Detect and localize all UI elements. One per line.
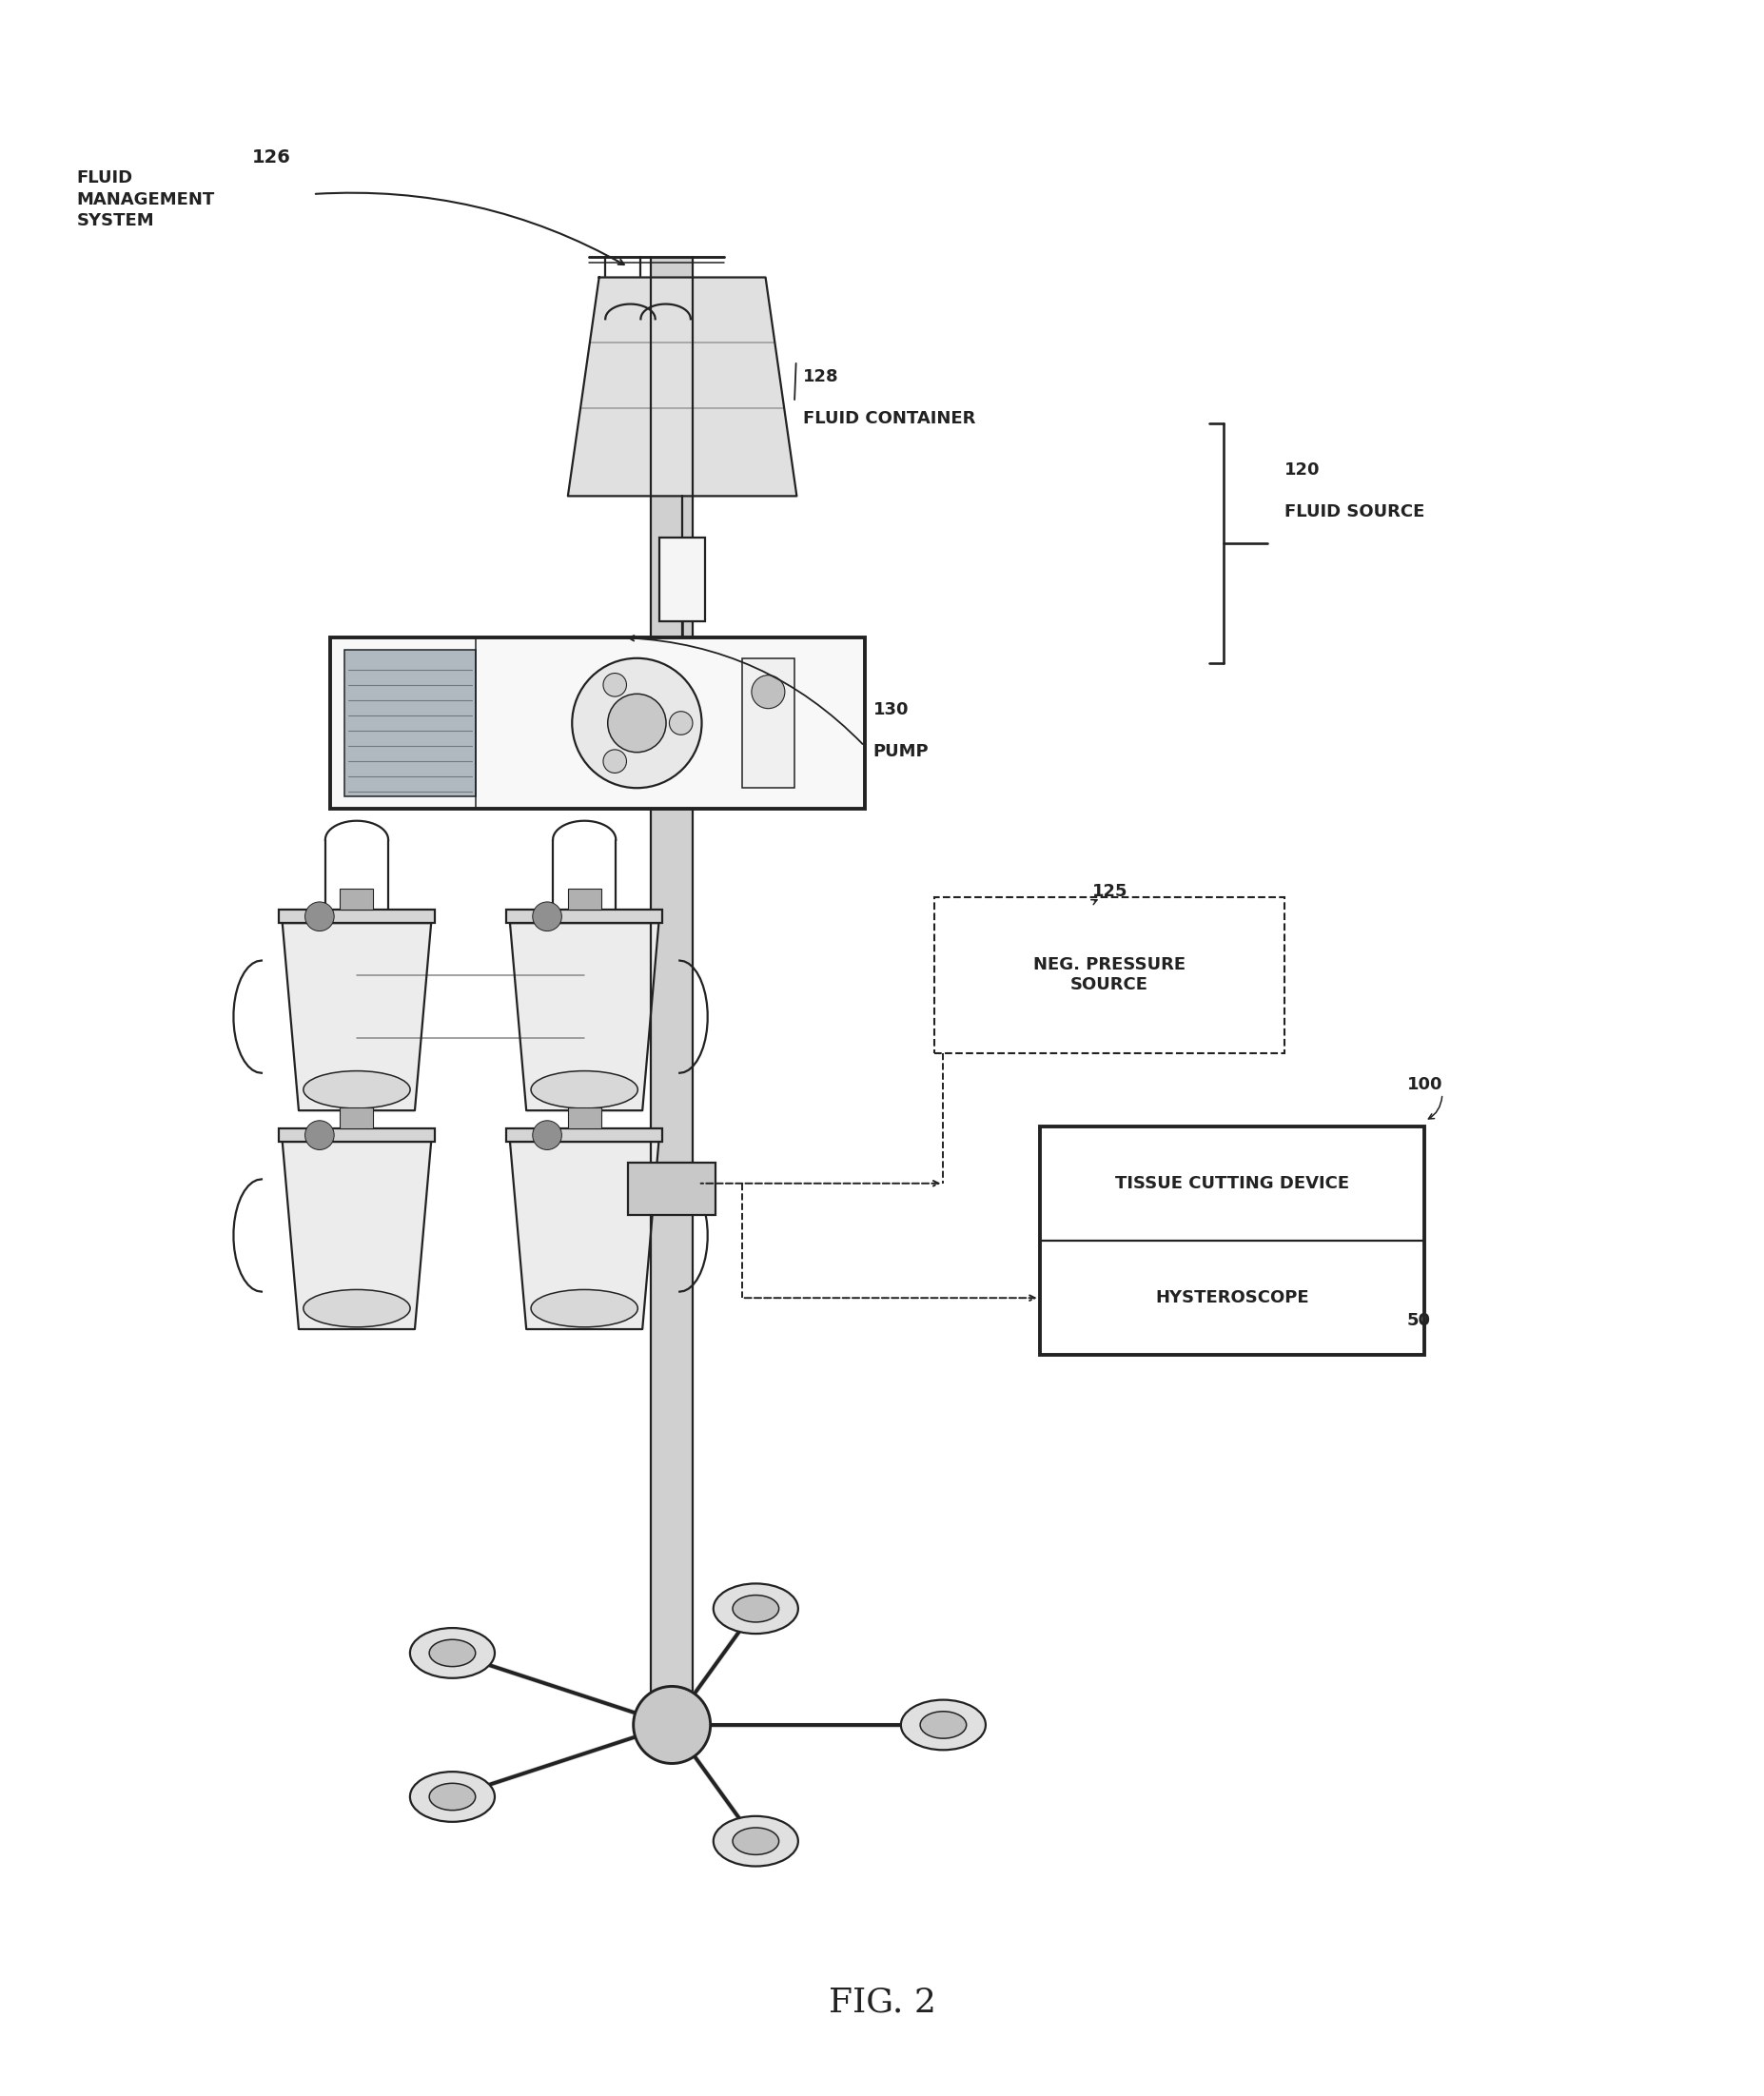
Text: 120: 120 <box>1284 461 1321 480</box>
Ellipse shape <box>531 1289 639 1327</box>
Polygon shape <box>568 277 797 497</box>
Circle shape <box>751 675 785 708</box>
Circle shape <box>572 658 702 788</box>
Polygon shape <box>282 922 430 1111</box>
Ellipse shape <box>303 1289 411 1327</box>
Circle shape <box>533 1121 561 1151</box>
Bar <box>935 897 1284 1052</box>
Ellipse shape <box>921 1712 967 1738</box>
Ellipse shape <box>713 1815 797 1865</box>
Circle shape <box>609 694 667 752</box>
Ellipse shape <box>732 1595 780 1622</box>
Circle shape <box>305 1121 333 1151</box>
Bar <box>568 1109 602 1128</box>
Bar <box>344 650 476 796</box>
Polygon shape <box>510 922 658 1111</box>
Ellipse shape <box>713 1585 797 1633</box>
Text: HYSTEROSCOPE: HYSTEROSCOPE <box>1155 1289 1309 1306</box>
Bar <box>330 637 864 809</box>
Circle shape <box>603 673 626 696</box>
Bar <box>628 1163 716 1214</box>
Bar <box>660 539 706 620</box>
Bar <box>506 910 663 922</box>
Ellipse shape <box>429 1784 476 1811</box>
Circle shape <box>533 901 561 931</box>
Ellipse shape <box>409 1771 494 1821</box>
Circle shape <box>669 711 693 736</box>
Polygon shape <box>510 1142 658 1329</box>
Text: FLUID CONTAINER: FLUID CONTAINER <box>803 411 975 428</box>
Text: 50: 50 <box>1408 1312 1431 1329</box>
Bar <box>651 256 693 1715</box>
Ellipse shape <box>409 1629 494 1679</box>
Ellipse shape <box>531 1071 639 1109</box>
Bar <box>340 889 374 910</box>
Bar <box>506 1128 663 1142</box>
Text: 126: 126 <box>252 149 291 166</box>
Circle shape <box>633 1687 711 1763</box>
Bar <box>743 658 794 788</box>
Ellipse shape <box>303 1071 411 1109</box>
Bar <box>279 910 436 922</box>
Bar <box>279 1128 436 1142</box>
Text: 100: 100 <box>1408 1077 1443 1094</box>
Text: 130: 130 <box>873 702 908 719</box>
Text: FLUID SOURCE: FLUID SOURCE <box>1284 503 1425 520</box>
Text: 128: 128 <box>803 369 840 386</box>
Bar <box>568 889 602 910</box>
Polygon shape <box>282 1142 430 1329</box>
Bar <box>340 1109 374 1128</box>
Text: PUMP: PUMP <box>873 744 930 761</box>
Circle shape <box>305 901 333 931</box>
Text: FIG. 2: FIG. 2 <box>829 1985 935 2018</box>
Ellipse shape <box>429 1639 476 1666</box>
Circle shape <box>603 750 626 773</box>
Bar <box>1039 1126 1425 1356</box>
Text: 125: 125 <box>1092 882 1127 899</box>
Ellipse shape <box>732 1828 780 1855</box>
Text: TISSUE CUTTING DEVICE: TISSUE CUTTING DEVICE <box>1115 1176 1349 1193</box>
Ellipse shape <box>901 1700 986 1750</box>
Text: NEG. PRESSURE
SOURCE: NEG. PRESSURE SOURCE <box>1034 956 1185 994</box>
Text: FLUID
MANAGEMENT
SYSTEM: FLUID MANAGEMENT SYSTEM <box>76 170 215 228</box>
